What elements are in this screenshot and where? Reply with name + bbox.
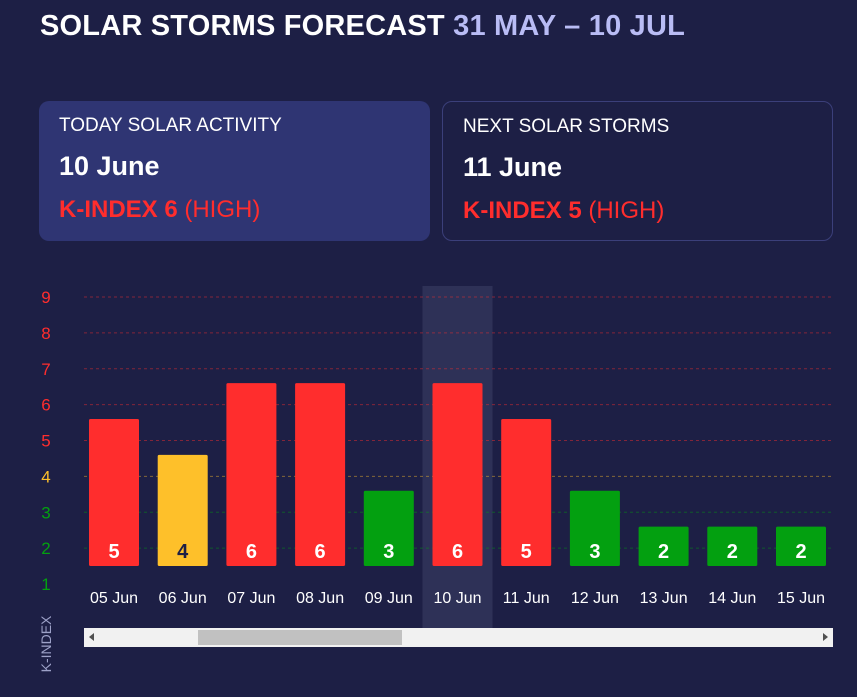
bar-value-label: 6 xyxy=(452,541,463,563)
date-range: 31 MAY – 10 JUL xyxy=(453,10,686,42)
today-k-index: K-INDEX 6 (HIGH) xyxy=(59,196,410,224)
bar-value-label: 3 xyxy=(383,541,394,563)
y-tick-label: 6 xyxy=(41,396,50,415)
bar-value-label: 5 xyxy=(521,541,532,563)
bar xyxy=(89,418,139,566)
chart-horizontal-scrollbar[interactable] xyxy=(84,628,833,647)
x-tick-label: 05 Jun xyxy=(90,590,138,607)
scrollbar-thumb[interactable] xyxy=(198,630,402,645)
bar xyxy=(638,526,689,566)
today-card-label: TODAY SOLAR ACTIVITY xyxy=(59,115,282,136)
bar xyxy=(707,526,758,566)
y-tick-label: 9 xyxy=(41,288,50,307)
bar xyxy=(776,526,826,566)
today-k-value: K-INDEX 6 xyxy=(59,196,178,223)
bar-value-label: 3 xyxy=(589,541,600,563)
x-tick-label: 07 Jun xyxy=(227,590,275,607)
bar-value-label: 2 xyxy=(795,541,806,563)
bar-value-label: 6 xyxy=(246,541,257,563)
x-tick-label: 11 Jun xyxy=(503,590,550,607)
next-storm-card: NEXT SOLAR STORMS 11 June K-INDEX 5 (HIG… xyxy=(442,101,833,241)
x-tick-label: 06 Jun xyxy=(159,590,207,607)
bar-value-label: 2 xyxy=(658,541,669,563)
x-tick-label: 15 Jun xyxy=(777,590,825,607)
y-tick-label: 2 xyxy=(41,539,50,558)
bar-value-label: 5 xyxy=(108,541,119,563)
next-level: (HIGH) xyxy=(588,197,665,224)
y-tick-label: 8 xyxy=(41,324,50,343)
title-text: SOLAR STORMS FORECAST xyxy=(40,10,445,42)
k-index-chart: 1 2 3 4 5 6 7 8 9 K-INDEX 5 05 Jun 4 06 Jun 6 07 Jun 6 08… xyxy=(38,286,833,672)
bar xyxy=(569,490,620,566)
bar xyxy=(157,454,208,566)
y-tick-label: 5 xyxy=(41,432,50,451)
next-date: 11 June xyxy=(463,152,563,182)
x-tick-label: 08 Jun xyxy=(296,590,344,607)
bar xyxy=(295,383,346,566)
bar xyxy=(432,383,483,566)
bar-value-label: 4 xyxy=(177,541,189,563)
page-title: SOLAR STORMS FORECAST 31 MAY – 10 JUL xyxy=(40,10,685,43)
x-tick-label: 14 Jun xyxy=(708,590,756,607)
bar-value-label: 6 xyxy=(315,541,326,563)
x-tick-label: 10 Jun xyxy=(433,590,481,607)
scroll-left-arrow-icon[interactable] xyxy=(89,633,94,641)
bar xyxy=(363,490,414,566)
x-tick-label: 13 Jun xyxy=(640,590,688,607)
today-level: (HIGH) xyxy=(184,196,261,223)
y-tick-label: 4 xyxy=(41,467,50,486)
y-tick-label: 1 xyxy=(41,575,50,594)
bar xyxy=(501,418,552,566)
x-tick-label: 09 Jun xyxy=(365,590,413,607)
x-tick-label: 12 Jun xyxy=(571,590,619,607)
today-date: 10 June xyxy=(59,151,160,181)
y-axis-label: K-INDEX xyxy=(38,615,54,672)
y-tick-label: 7 xyxy=(41,360,50,379)
next-k-value: K-INDEX 5 xyxy=(463,197,582,224)
next-k-index: K-INDEX 5 (HIGH) xyxy=(463,197,812,225)
today-activity-card: TODAY SOLAR ACTIVITY 10 June K-INDEX 6 (… xyxy=(39,101,430,241)
next-card-label: NEXT SOLAR STORMS xyxy=(463,116,670,137)
bar xyxy=(226,383,277,566)
bar-value-label: 2 xyxy=(727,541,738,563)
scroll-right-arrow-icon[interactable] xyxy=(823,633,828,641)
y-tick-label: 3 xyxy=(41,503,50,522)
